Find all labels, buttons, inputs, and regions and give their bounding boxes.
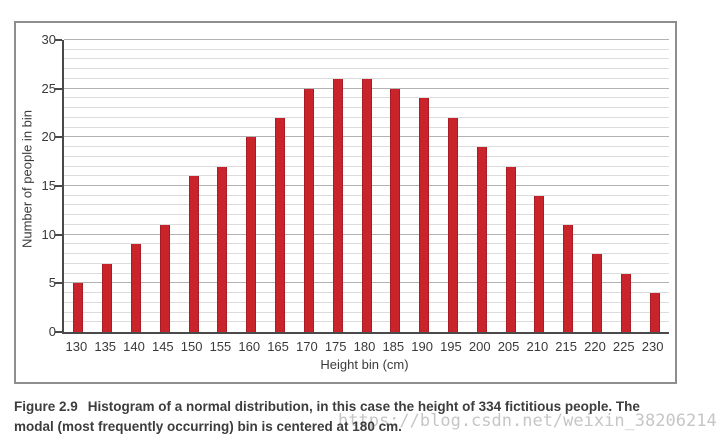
y-tick-label: 10 xyxy=(41,226,56,242)
figure-number: Figure 2.9 xyxy=(14,399,78,414)
bar-155 xyxy=(217,166,228,332)
figure-caption: Figure 2.9 Histogram of a normal distribu… xyxy=(14,397,709,437)
y-tick-label: 15 xyxy=(41,178,56,193)
bar-210 xyxy=(534,195,545,332)
major-gridline xyxy=(64,39,669,40)
y-axis-tick xyxy=(55,282,62,285)
minor-gridline xyxy=(64,68,669,70)
bar-140 xyxy=(131,244,142,332)
y-axis-tick xyxy=(55,331,62,333)
bar-160 xyxy=(246,137,257,332)
y-tick-label: 20 xyxy=(41,129,56,145)
caption-line2: modal (most frequently occurring) bin is… xyxy=(14,419,402,434)
x-tick-label: 180 xyxy=(353,339,376,354)
x-tick-label: 220 xyxy=(584,339,606,354)
bar-135 xyxy=(102,263,113,332)
x-tick-label: 130 xyxy=(65,339,88,354)
x-tick-label: 175 xyxy=(324,339,347,354)
bar-230 xyxy=(649,293,660,332)
x-tick-label: 150 xyxy=(180,339,203,354)
x-tick-label: 225 xyxy=(612,339,635,354)
bar-215 xyxy=(563,224,574,332)
x-axis-title: Height bin (cm) xyxy=(320,357,409,372)
bar-175 xyxy=(332,78,343,332)
x-tick-label: 205 xyxy=(497,339,520,354)
y-axis-tick xyxy=(55,233,62,236)
bar-185 xyxy=(390,88,401,332)
minor-gridline xyxy=(64,77,669,79)
caption-line1: Histogram of a normal distribution, in t… xyxy=(87,399,640,414)
x-tick-label: 145 xyxy=(151,339,174,354)
bar-165 xyxy=(275,117,286,332)
watermark-text: https://blog.csdn.net/weixin_38206214 xyxy=(338,411,717,431)
y-axis-tick xyxy=(55,39,62,41)
x-tick-label: 195 xyxy=(440,339,462,354)
bar-145 xyxy=(159,224,170,332)
bar-195 xyxy=(447,117,458,332)
bar-130 xyxy=(73,283,84,332)
bar-150 xyxy=(188,176,199,332)
x-tick-label: 190 xyxy=(411,339,433,354)
x-tick-label: 170 xyxy=(296,339,318,354)
x-tick-label: 140 xyxy=(123,339,145,354)
x-tick-label: 230 xyxy=(641,339,664,354)
x-tick-label: 135 xyxy=(94,339,117,354)
x-tick-label: 165 xyxy=(267,339,289,354)
x-tick-label: 200 xyxy=(468,339,491,354)
bar-170 xyxy=(303,88,314,332)
y-tick-label: 25 xyxy=(41,80,56,96)
y-axis-tick xyxy=(55,136,62,139)
y-tick-label: 5 xyxy=(48,275,56,291)
y-axis-tick xyxy=(55,87,62,90)
bar-200 xyxy=(476,147,487,332)
plot-area xyxy=(55,39,669,334)
x-tick-label: 215 xyxy=(555,339,577,354)
y-axis-tick xyxy=(55,185,62,187)
y-tick-label: 30 xyxy=(41,32,56,47)
minor-gridline xyxy=(64,48,669,50)
bar-225 xyxy=(620,273,631,332)
x-tick-label: 185 xyxy=(382,339,405,354)
bar-190 xyxy=(419,98,430,332)
bar-180 xyxy=(361,78,372,332)
bar-220 xyxy=(591,254,602,332)
x-tick-label: 160 xyxy=(238,339,261,354)
y-tick-label: 0 xyxy=(48,324,56,339)
bar-205 xyxy=(505,166,516,332)
minor-gridline xyxy=(64,58,669,60)
x-tick-label: 210 xyxy=(526,339,549,354)
x-tick-label: 155 xyxy=(209,339,232,354)
